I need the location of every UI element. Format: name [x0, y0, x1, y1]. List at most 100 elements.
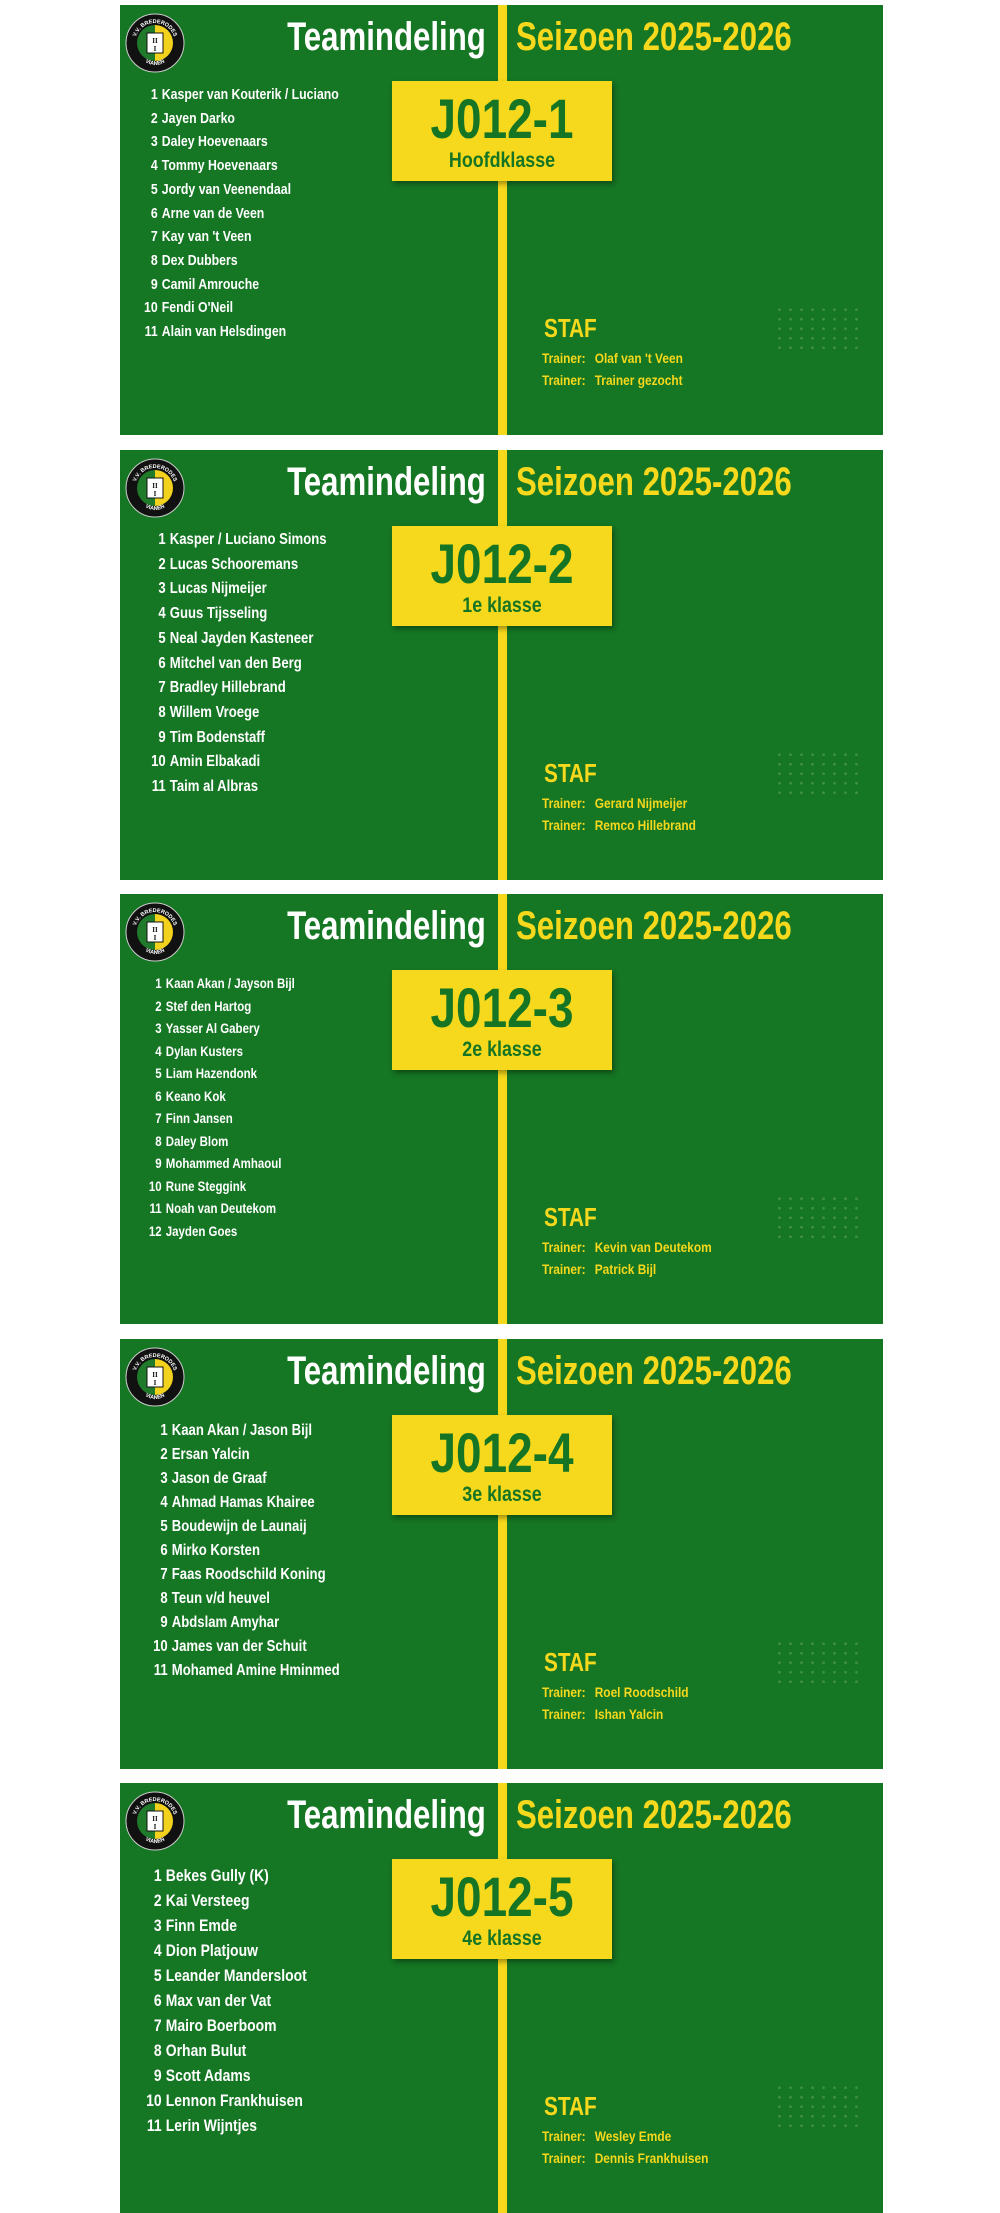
svg-text:VIANEN: VIANEN [144, 948, 166, 956]
heading-teamindeling: Teamindeling [287, 460, 486, 504]
team-badge: J012-4 3e klasse [392, 1415, 612, 1515]
club-logo: II I V.V. BREDERODES VIANEN [125, 13, 185, 73]
trainer-name: Remco Hillebrand [594, 817, 696, 833]
trainer-row: Trainer: Roel Roodschild [542, 1683, 689, 1701]
trainer-name: Kevin van Deutekom [594, 1239, 712, 1255]
trainer-row: Trainer: Kevin van Deutekom [542, 1238, 712, 1256]
player-name: Orhan Bulut [165, 2041, 247, 2060]
team-name: J012-4 [430, 1421, 574, 1484]
trainer-name: Patrick Bijl [594, 1261, 657, 1277]
player-name: Mohamed Amine Hminmed [171, 1662, 340, 1679]
player-number: 11 [144, 323, 158, 340]
player-number: 5 [160, 1518, 168, 1535]
player-row: 1 Kasper van Kouterik / Luciano [138, 85, 339, 104]
trainer-label: Trainer: [542, 350, 586, 366]
player-name: Kai Versteeg [165, 1891, 250, 1910]
team-card: II I V.V. BREDERODES VIANEN Teamindeling… [120, 1339, 883, 1769]
player-number: 11 [153, 1662, 168, 1679]
player-number: 8 [160, 1590, 168, 1607]
player-row: 5 Liam Hazendonk [142, 1064, 257, 1082]
player-number: 9 [158, 728, 166, 746]
team-name: J012-5 [430, 1865, 574, 1928]
player-number: 5 [150, 180, 158, 198]
trainer-name: Wesley Emde [594, 2128, 672, 2144]
trainer-name: Dennis Frankhuisen [594, 2150, 709, 2166]
team-class: 2e klasse [462, 1038, 542, 1061]
svg-text:I: I [154, 1379, 157, 1387]
player-row: 5 Boudewijn de Launaij [148, 1517, 306, 1537]
player-number: 2 [160, 1446, 168, 1463]
player-row: 3 Jason de Graaf [148, 1469, 266, 1489]
team-name: J012-3 [430, 976, 574, 1039]
player-row: 11 Alain van Helsdingen [138, 322, 287, 341]
player-row: 2 Stef den Hartog [142, 997, 251, 1015]
player-row: 3 Daley Hoevenaars [138, 132, 268, 151]
trainer-row: Trainer: Olaf van 't Veen [542, 349, 683, 367]
player-name: Fendi O'Neil [161, 299, 234, 317]
svg-text:II: II [152, 482, 158, 490]
player-name: Tommy Hoevenaars [161, 157, 278, 175]
player-name: Dion Platjouw [165, 1941, 258, 1960]
player-row: 12 Jayden Goes [142, 1222, 237, 1240]
player-row: 1 Bekes Gully (K) [142, 1865, 269, 1886]
svg-text:VIANEN: VIANEN [144, 504, 166, 512]
player-name: Faas Roodschild Koning [171, 1566, 326, 1583]
player-name: Stef den Hartog [165, 997, 252, 1014]
decorative-dot-grid [774, 750, 864, 796]
player-name: Finn Emde [165, 1916, 238, 1935]
team-card: II I V.V. BREDERODES VIANEN Teamindeling… [120, 5, 883, 435]
player-number: 1 [153, 1866, 162, 1885]
svg-text:VIANEN: VIANEN [144, 59, 166, 67]
club-logo: II I V.V. BREDERODES VIANEN [125, 1347, 185, 1407]
staf-heading: STAF [544, 758, 597, 788]
center-divider-bar [498, 450, 507, 880]
player-number: 5 [153, 1966, 162, 1985]
player-number: 3 [155, 1020, 162, 1036]
player-name: Finn Jansen [165, 1110, 233, 1126]
team-class: Hoofdklasse [448, 149, 556, 172]
player-row: 6 Mitchel van den Berg [146, 654, 301, 674]
player-number: 2 [155, 997, 162, 1014]
player-row: 10 James van der Schuit [148, 1637, 307, 1657]
heading-teamindeling: Teamindeling [287, 1793, 486, 1837]
player-name: Daley Hoevenaars [161, 133, 268, 151]
club-logo: II I V.V. BREDERODES VIANEN [125, 902, 185, 962]
player-number: 1 [160, 1422, 168, 1439]
player-row: 5 Leander Mandersloot [142, 1965, 307, 1986]
player-name: Mirko Korsten [171, 1542, 260, 1559]
player-name: Rune Steggink [165, 1177, 247, 1194]
player-number: 10 [151, 753, 166, 771]
player-row: 10 Fendi O'Neil [138, 298, 233, 317]
trainer-name: Trainer gezocht [594, 372, 683, 388]
player-row: 11 Mohamed Amine Hminmed [148, 1661, 340, 1681]
center-divider-bar [498, 1783, 507, 2213]
player-name: Taim al Albras [169, 778, 259, 795]
trainer-row: Trainer: Patrick Bijl [542, 1260, 656, 1278]
player-number: 10 [143, 299, 158, 317]
player-name: Lerin Wijntjes [165, 2116, 258, 2135]
player-row: 4 Dylan Kusters [142, 1042, 243, 1060]
player-row: 10 Rune Steggink [142, 1177, 246, 1195]
heading-teamindeling: Teamindeling [287, 1349, 486, 1393]
trainer-label: Trainer: [542, 2150, 586, 2166]
player-row: 4 Tommy Hoevenaars [138, 156, 278, 175]
player-row: 8 Dex Dubbers [138, 251, 238, 270]
player-row: 9 Tim Bodenstaff [146, 728, 265, 748]
player-number: 10 [153, 1638, 168, 1655]
trainer-name: Olaf van 't Veen [594, 350, 683, 366]
team-class: 3e klasse [462, 1483, 542, 1506]
player-name: Alain van Helsdingen [161, 323, 287, 340]
player-name: Daley Blom [165, 1132, 229, 1149]
svg-text:II: II [152, 1815, 158, 1823]
player-row: 8 Orhan Bulut [142, 2040, 246, 2061]
player-number: 7 [150, 228, 158, 246]
team-card: II I V.V. BREDERODES VIANEN Teamindeling… [120, 894, 883, 1324]
player-row: 8 Daley Blom [142, 1132, 228, 1150]
player-name: Kaan Akan / Jayson Bijl [165, 975, 295, 991]
player-number: 8 [158, 703, 166, 721]
player-number: 3 [153, 1916, 162, 1935]
player-row: 2 Ersan Yalcin [148, 1445, 249, 1465]
center-divider-bar [498, 5, 507, 435]
player-name: James van der Schuit [171, 1638, 307, 1655]
player-number: 10 [146, 2091, 162, 2110]
